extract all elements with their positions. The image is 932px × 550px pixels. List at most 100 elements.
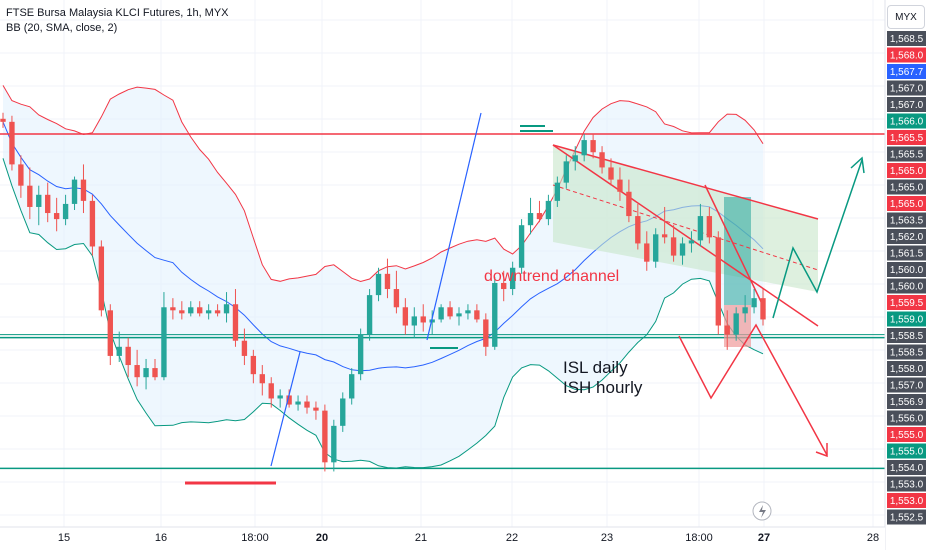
candle-body: [340, 398, 346, 426]
price-label-bg: [887, 146, 926, 162]
candle-body: [679, 243, 686, 256]
candle: [715, 231, 721, 335]
price-label-text: 1,562.0: [890, 232, 924, 243]
price-label: 1,555.0: [887, 427, 926, 442]
candle-body: [98, 246, 105, 311]
channel-mid-line: [552, 184, 819, 271]
price-label: 1,565.5: [887, 146, 926, 162]
candle-body: [18, 164, 24, 186]
candle: [751, 289, 757, 314]
candle-body: [36, 194, 42, 207]
candle: [483, 313, 489, 356]
price-label-bg: [887, 229, 926, 244]
candle: [635, 203, 641, 250]
time-tick-label: 27: [758, 532, 770, 544]
candle-body: [599, 152, 605, 168]
price-label-bg: [887, 427, 926, 442]
candle-body: [375, 273, 382, 296]
blue-trend-line-1: [270, 351, 301, 467]
candle: [644, 231, 650, 271]
candle-body: [152, 368, 158, 378]
candle-body: [635, 216, 641, 244]
price-axis[interactable]: 1,568.5 1,568.0 1,567.7 1,567.0 1,567.0 1,566…: [884, 0, 932, 550]
candle-body: [0, 118, 6, 122]
price-label: 1,565.0: [887, 179, 926, 195]
price-label-bg: [887, 278, 926, 294]
candle: [590, 134, 596, 159]
time-tick-label: 21: [415, 532, 427, 544]
price-label-bg: [887, 113, 926, 129]
price-label: 1,556.9: [887, 394, 926, 409]
price-label-text: 1,565.5: [890, 133, 924, 144]
candle: [197, 301, 203, 317]
candle: [527, 197, 534, 235]
candle-body: [644, 243, 650, 262]
price-label-text: 1,560.0: [890, 265, 924, 276]
candle: [9, 115, 15, 171]
price-label-bg: [887, 64, 926, 79]
price-label-bg: [887, 394, 926, 409]
candle-body: [214, 310, 221, 314]
candle-body: [536, 213, 543, 220]
currency-button[interactable]: MYX: [887, 5, 925, 29]
price-label: 1,562.0: [887, 229, 926, 244]
bearish-path: [678, 323, 828, 456]
candle: [36, 185, 42, 226]
candle-body: [653, 234, 659, 262]
price-label-bg: [887, 311, 926, 327]
candle-body: [438, 307, 444, 320]
candle-body: [509, 267, 516, 290]
candle-body: [501, 282, 507, 290]
price-label-text: 1,561.5: [890, 249, 924, 260]
price-label-text: 1,566.0: [890, 117, 924, 128]
candle-body: [366, 295, 373, 335]
bb-lower-line: [2, 158, 764, 469]
candle-body: [9, 121, 15, 165]
candle: [331, 419, 337, 472]
price-label-text: 1,556.0: [890, 414, 924, 425]
candle-body: [518, 225, 525, 268]
price-label-bg: [887, 47, 926, 63]
price-label: 1,563.5: [887, 212, 926, 228]
price-label: 1,559.5: [887, 295, 926, 310]
candle: [599, 146, 605, 174]
price-label: 1,559.0: [887, 311, 926, 327]
ish-label: ISH hourly: [563, 378, 643, 397]
price-label: 1,560.0: [887, 278, 926, 294]
price-label: 1,556.0: [887, 410, 926, 426]
price-label-bg: [887, 361, 926, 376]
candle-body: [80, 179, 87, 201]
candle: [170, 298, 176, 320]
price-label-bg: [887, 328, 926, 343]
channel-label: downtrend channel: [484, 268, 620, 285]
candle-body: [715, 237, 721, 326]
price-label-text: 1,565.0: [890, 183, 924, 194]
price-label: 1,557.0: [887, 377, 926, 393]
candle: [62, 194, 69, 226]
candle-body: [706, 216, 713, 238]
candle-body: [232, 304, 239, 341]
chart-legend: FTSE Bursa Malaysia KLCI Futures, 1h, MY…: [6, 6, 229, 36]
candle: [456, 307, 462, 326]
price-label: 1,552.5: [887, 509, 926, 525]
candle: [366, 289, 373, 341]
candle-body: [286, 395, 292, 405]
candle-body: [277, 395, 283, 399]
time-tick-label: 23: [601, 532, 613, 544]
candle: [438, 304, 444, 323]
price-label-text: 1,552.5: [890, 513, 924, 524]
price-label: 1,558.5: [887, 344, 926, 360]
candle: [295, 395, 301, 411]
price-label: 1,565.0: [887, 163, 926, 178]
candle: [268, 377, 274, 408]
time-axis[interactable]: 15 16 18:00 20 21 22 23 18:00 27 28: [0, 526, 885, 550]
price-label-text: 1,553.0: [890, 480, 924, 491]
time-tick-label: 18:00: [241, 532, 269, 544]
price-label-text: 1,554.0: [890, 463, 924, 474]
price-label-text: 1,567.0: [890, 100, 924, 111]
price-label-bg: [887, 460, 926, 475]
candle-body: [492, 282, 498, 347]
price-label-bg: [887, 245, 926, 261]
candle-body: [295, 401, 301, 405]
